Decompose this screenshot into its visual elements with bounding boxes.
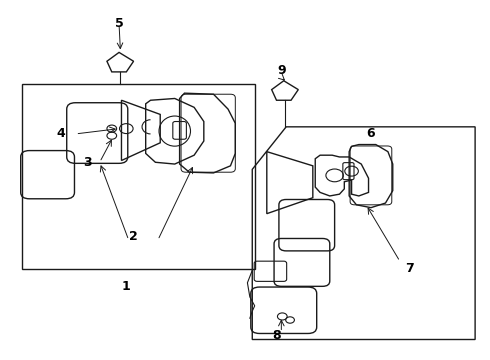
Text: 1: 1 xyxy=(122,280,131,293)
Text: 5: 5 xyxy=(115,17,123,30)
Text: 7: 7 xyxy=(405,262,414,275)
Text: 4: 4 xyxy=(56,127,65,140)
Text: 2: 2 xyxy=(129,230,138,243)
Text: 3: 3 xyxy=(83,156,92,169)
Text: 6: 6 xyxy=(367,127,375,140)
Text: 8: 8 xyxy=(272,329,281,342)
Bar xyxy=(22,84,255,269)
Text: 9: 9 xyxy=(277,64,286,77)
